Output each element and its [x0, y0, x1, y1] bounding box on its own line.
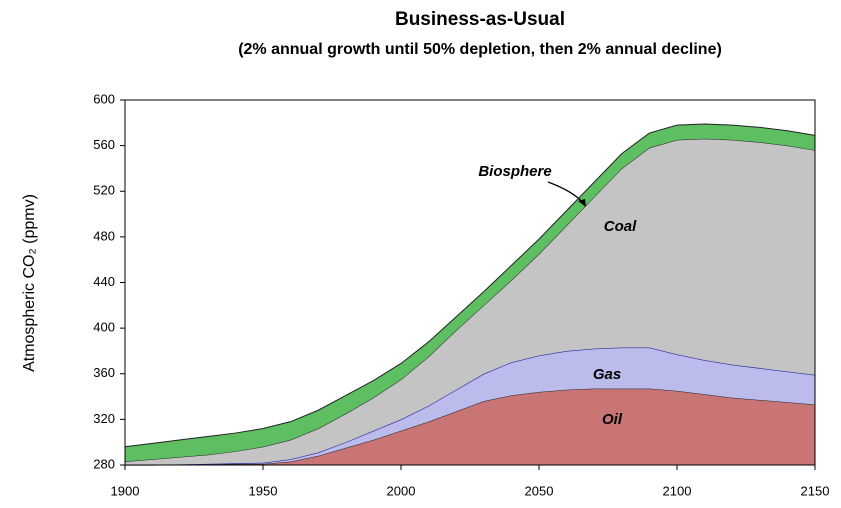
area: [125, 347, 815, 465]
y-tick-label: 360: [93, 365, 115, 380]
y-tick-label: 560: [93, 137, 115, 152]
chart-title: Business-as-Usual: [395, 9, 565, 30]
series-label: Biosphere: [478, 163, 551, 180]
area-edge: [124, 123, 816, 448]
series-label: Coal: [604, 218, 637, 235]
chart-subtitle: (2% annual growth until 50% depletion, t…: [238, 41, 722, 58]
x-tick-label: 2150: [801, 483, 830, 498]
y-tick-label: 520: [93, 183, 115, 198]
x-tick-label: 1950: [249, 483, 278, 498]
series-label: Gas: [593, 366, 621, 383]
y-tick-label: 280: [93, 456, 115, 471]
y-tick-label: 320: [93, 411, 115, 426]
area: [125, 138, 815, 465]
y-tick-label: 600: [93, 91, 115, 106]
x-tick-label: 2050: [525, 483, 554, 498]
arrow-head: [578, 199, 586, 207]
area: [125, 388, 815, 465]
x-tick-label: 1900: [111, 483, 140, 498]
series-label: Oil: [602, 411, 623, 428]
y-axis-label: Atmospheric CO₂ (ppmv): [21, 194, 38, 372]
y-tick-label: 480: [93, 228, 115, 243]
y-tick-label: 440: [93, 274, 115, 289]
x-tick-label: 2100: [663, 483, 692, 498]
y-tick-label: 400: [93, 320, 115, 335]
x-tick-label: 2000: [387, 483, 416, 498]
